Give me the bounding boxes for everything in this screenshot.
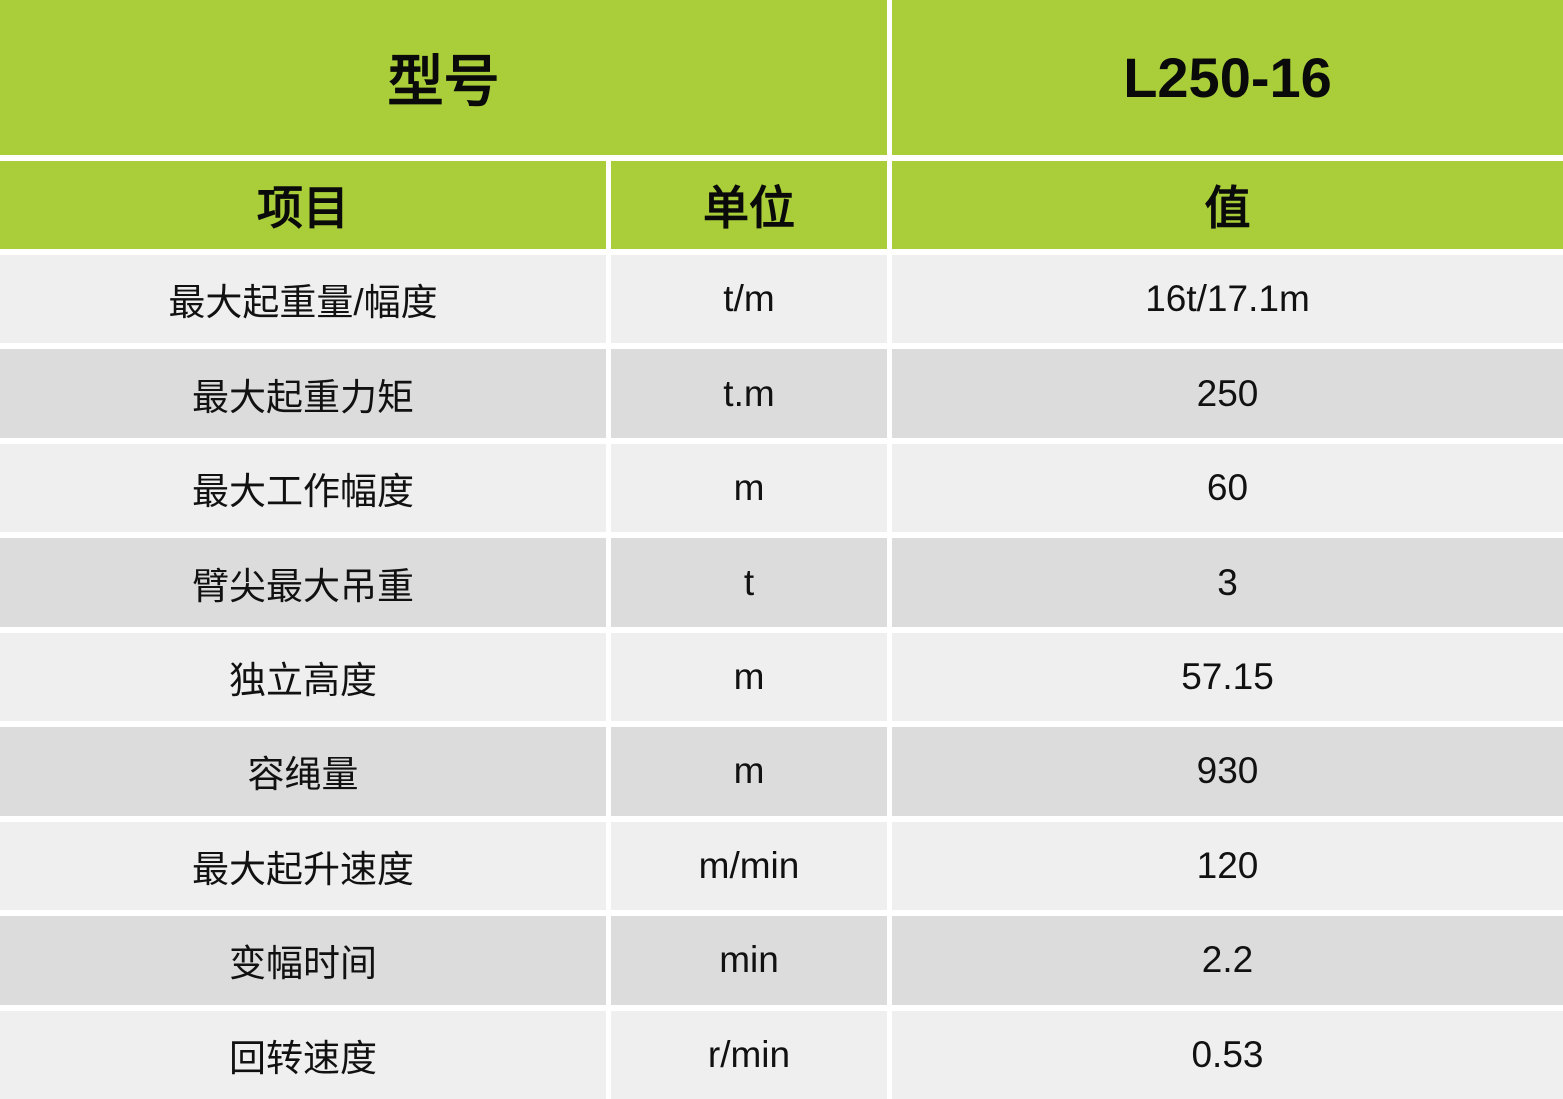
table-cell-value: 16t/17.1m <box>892 255 1563 344</box>
table-cell-unit: r/min <box>611 1010 887 1099</box>
table-cell-item: 容绳量 <box>0 727 606 816</box>
table-cell-unit: t.m <box>611 349 887 438</box>
column-header-item: 项目 <box>0 161 606 249</box>
column-header-unit: 单位 <box>611 161 887 249</box>
table-cell-value: 250 <box>892 349 1563 438</box>
table-cell-value: 57.15 <box>892 632 1563 722</box>
table-cell-value: 3 <box>892 538 1563 627</box>
table-cell-value: 0.53 <box>892 1010 1563 1099</box>
table-cell-item: 回转速度 <box>0 1010 606 1099</box>
table-cell-value: 930 <box>892 727 1563 816</box>
table-cell-unit: m/min <box>611 821 887 911</box>
table-cell-unit: m <box>611 632 887 722</box>
table-cell-unit: min <box>611 916 887 1005</box>
table-cell-value: 60 <box>892 443 1563 533</box>
model-label: 型号 <box>0 0 887 155</box>
table-cell-unit: m <box>611 443 887 533</box>
table-cell-value: 2.2 <box>892 916 1563 1005</box>
column-header-value: 值 <box>892 161 1563 249</box>
table-cell-unit: t/m <box>611 255 887 344</box>
table-cell-unit: t <box>611 538 887 627</box>
table-cell-item: 最大起升速度 <box>0 821 606 911</box>
table-cell-item: 变幅时间 <box>0 916 606 1005</box>
table-cell-item: 最大起重量/幅度 <box>0 255 606 344</box>
table-cell-value: 120 <box>892 821 1563 911</box>
table-cell-item: 独立高度 <box>0 632 606 722</box>
model-value: L250-16 <box>892 0 1563 155</box>
table-cell-unit: m <box>611 727 887 816</box>
table-cell-item: 臂尖最大吊重 <box>0 538 606 627</box>
table-cell-item: 最大起重力矩 <box>0 349 606 438</box>
table-cell-item: 最大工作幅度 <box>0 443 606 533</box>
